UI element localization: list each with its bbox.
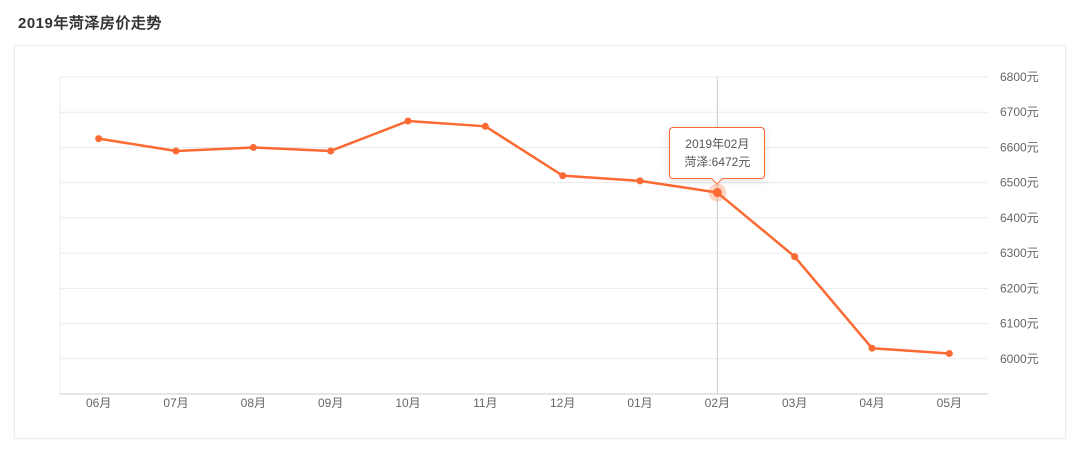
x-axis-label: 01月 (627, 396, 652, 410)
data-point[interactable] (95, 135, 103, 143)
tooltip-value: 菏泽:6472元 (684, 154, 751, 169)
tooltip-date: 2019年02月 (685, 136, 750, 151)
price-line (97, 119, 951, 355)
x-axis-label: 08月 (241, 396, 266, 410)
data-point[interactable] (327, 147, 335, 155)
x-axis-label: 04月 (859, 396, 884, 410)
y-axis-label: 6400元 (1000, 211, 1039, 225)
y-axis-label: 6600元 (1000, 140, 1039, 154)
y-axis-label: 6200元 (1000, 281, 1039, 295)
chart-title: 2019年菏泽房价走势 (18, 15, 162, 32)
data-point[interactable] (172, 147, 180, 155)
x-axis-label: 09月 (318, 396, 343, 410)
x-axis-label: 05月 (937, 396, 962, 410)
data-point[interactable] (945, 349, 953, 357)
data-point[interactable] (868, 344, 876, 352)
x-axis-label: 10月 (395, 396, 420, 410)
y-axis-label: 6100元 (1000, 317, 1039, 331)
tooltip: 2019年02月 菏泽:6472元 (669, 126, 766, 185)
y-axis-label: 6000元 (1000, 352, 1039, 366)
chart-card: 6000元 6100元 6200元 6300元 6400元 6500元 6600元 6700元… (14, 45, 1066, 439)
y-axis-label: 6800元 (1000, 70, 1039, 84)
chart-area: 6000元 6100元 6200元 6300元 6400元 6500元 6600元 6700元… (18, 49, 1062, 435)
data-point[interactable] (636, 177, 644, 185)
y-axis-label: 6500元 (1000, 176, 1039, 190)
data-point[interactable] (481, 122, 489, 130)
x-axis-label: 11月 (473, 396, 497, 410)
x-axis-label: 07月 (163, 396, 188, 410)
x-axis-label: 12月 (550, 396, 575, 410)
x-axis-label: 02月 (705, 396, 730, 410)
y-axis-label: 6300元 (1000, 246, 1039, 260)
data-point[interactable] (791, 253, 799, 261)
data-point[interactable] (559, 172, 567, 180)
data-point[interactable] (404, 117, 412, 125)
y-axis-label: 6700元 (1000, 105, 1039, 119)
data-point[interactable] (249, 143, 257, 151)
data-point-highlight[interactable] (712, 188, 722, 198)
x-axis-label: 03月 (782, 396, 807, 410)
x-axis-label: 06月 (86, 396, 111, 410)
line-chart: 6000元 6100元 6200元 6300元 6400元 6500元 6600元 6700元… (59, 70, 1039, 410)
